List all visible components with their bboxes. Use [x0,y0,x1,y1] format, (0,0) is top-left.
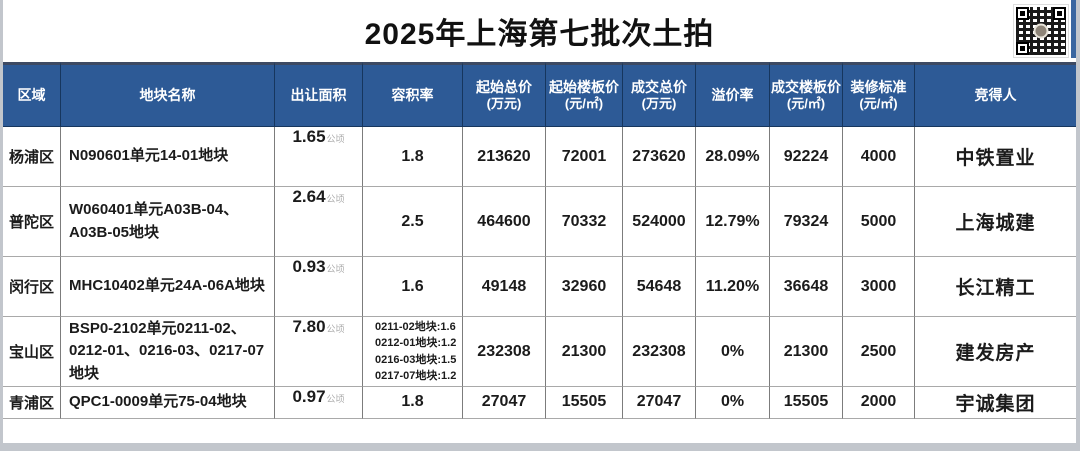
premium-rate-cell: 12.79% [696,187,770,257]
title-bar: 2025年上海第七批次土拍 [3,0,1076,62]
start-total-cell: 464600 [463,187,546,257]
decoration-cell: 4000 [843,127,915,187]
col-header-region: 区域 [3,62,61,127]
area-unit-label: 公顷 [326,394,345,404]
deal-total-cell: 54648 [623,257,696,317]
area-cell: 2.64 公顷 [275,187,363,257]
col-header-plot-name: 地块名称 [61,62,275,127]
deal-floor-cell: 92224 [770,127,843,187]
start-total-cell: 213620 [463,127,546,187]
region-cell: 杨浦区 [3,127,61,187]
area-unit-label: 公顷 [326,134,345,144]
winner-cell: 宇诚集团 [915,387,1076,419]
region-cell: 闵行区 [3,257,61,317]
area-cell: 1.65 公顷 [275,127,363,187]
plot-name-cell: MHC10402单元24A-06A地块 [61,257,275,317]
deal-floor-cell: 21300 [770,317,843,387]
start-floor-cell: 32960 [546,257,623,317]
deal-floor-cell: 36648 [770,257,843,317]
start-floor-cell: 70332 [546,187,623,257]
plot-name-cell: QPC1-0009单元75-04地块 [61,387,275,419]
col-header-transfer-area: 出让面积 [275,62,363,127]
decoration-cell: 5000 [843,187,915,257]
deal-total-cell: 524000 [623,187,696,257]
decoration-cell: 2000 [843,387,915,419]
page-title: 2025年上海第七批次土拍 [364,18,715,51]
start-total-cell: 232308 [463,317,546,387]
premium-rate-cell: 0% [696,317,770,387]
area-unit-label: 公顷 [326,324,345,334]
plot-ratio-cell: 1.8 [363,387,463,419]
col-header-decoration: 装修标准 (元/㎡) [843,62,915,127]
plot-ratio-cell: 2.5 [363,187,463,257]
deal-total-cell: 27047 [623,387,696,419]
plot-name-cell: N090601单元14-01地块 [61,127,275,187]
col-header-premium-rate: 溢价率 [696,62,770,127]
right-edge-decoration [1071,0,1076,58]
plot-ratio-cell: 1.8 [363,127,463,187]
area-cell: 0.97 公顷 [275,387,363,419]
qr-finder-icon [1016,7,1029,20]
start-total-cell: 27047 [463,387,546,419]
premium-rate-cell: 11.20% [696,257,770,317]
region-cell: 宝山区 [3,317,61,387]
col-header-start-floor: 起始楼板价 (元/㎡) [546,62,623,127]
qr-finder-icon [1016,42,1029,55]
start-floor-cell: 15505 [546,387,623,419]
land-auction-table: 区域 地块名称 出让面积 容积率 起始总价 (万元) 起始楼板价 (元/㎡) 成交总… [3,62,1076,419]
plot-name-cell: BSP0-2102单元0211-02、0212-01、0216-03、0217-… [61,317,275,387]
infographic-sheet: 2025年上海第七批次土拍 区域 地块名称 出让面积 容积率 起始总价 (万元) … [3,0,1076,443]
area-unit-label: 公顷 [326,194,345,204]
qr-center-logo-icon [1033,23,1049,39]
winner-cell: 建发房产 [915,317,1076,387]
premium-rate-cell: 28.09% [696,127,770,187]
col-header-plot-ratio: 容积率 [363,62,463,127]
premium-rate-cell: 0% [696,387,770,419]
plot-ratio-cell: 0211-02地块:1.6 0212-01地块:1.2 0216-03地块:1.… [363,317,463,387]
qr-code [1013,4,1069,58]
deal-total-cell: 273620 [623,127,696,187]
deal-floor-cell: 79324 [770,187,843,257]
col-header-deal-floor: 成交楼板价 (元/㎡) [770,62,843,127]
decoration-cell: 2500 [843,317,915,387]
plot-ratio-cell: 1.6 [363,257,463,317]
col-header-deal-total: 成交总价 (万元) [623,62,696,127]
area-cell: 0.93 公顷 [275,257,363,317]
winner-cell: 上海城建 [915,187,1076,257]
area-cell: 7.80 公顷 [275,317,363,387]
winner-cell: 中铁置业 [915,127,1076,187]
col-header-start-total: 起始总价 (万元) [463,62,546,127]
region-cell: 普陀区 [3,187,61,257]
decoration-cell: 3000 [843,257,915,317]
deal-total-cell: 232308 [623,317,696,387]
area-unit-label: 公顷 [326,264,345,274]
deal-floor-cell: 15505 [770,387,843,419]
region-cell: 青浦区 [3,387,61,419]
winner-cell: 长江精工 [915,257,1076,317]
start-floor-cell: 72001 [546,127,623,187]
col-header-winner: 竞得人 [915,62,1076,127]
plot-name-cell: W060401单元A03B-04、A03B-05地块 [61,187,275,257]
start-floor-cell: 21300 [546,317,623,387]
start-total-cell: 49148 [463,257,546,317]
qr-finder-icon [1053,7,1066,20]
